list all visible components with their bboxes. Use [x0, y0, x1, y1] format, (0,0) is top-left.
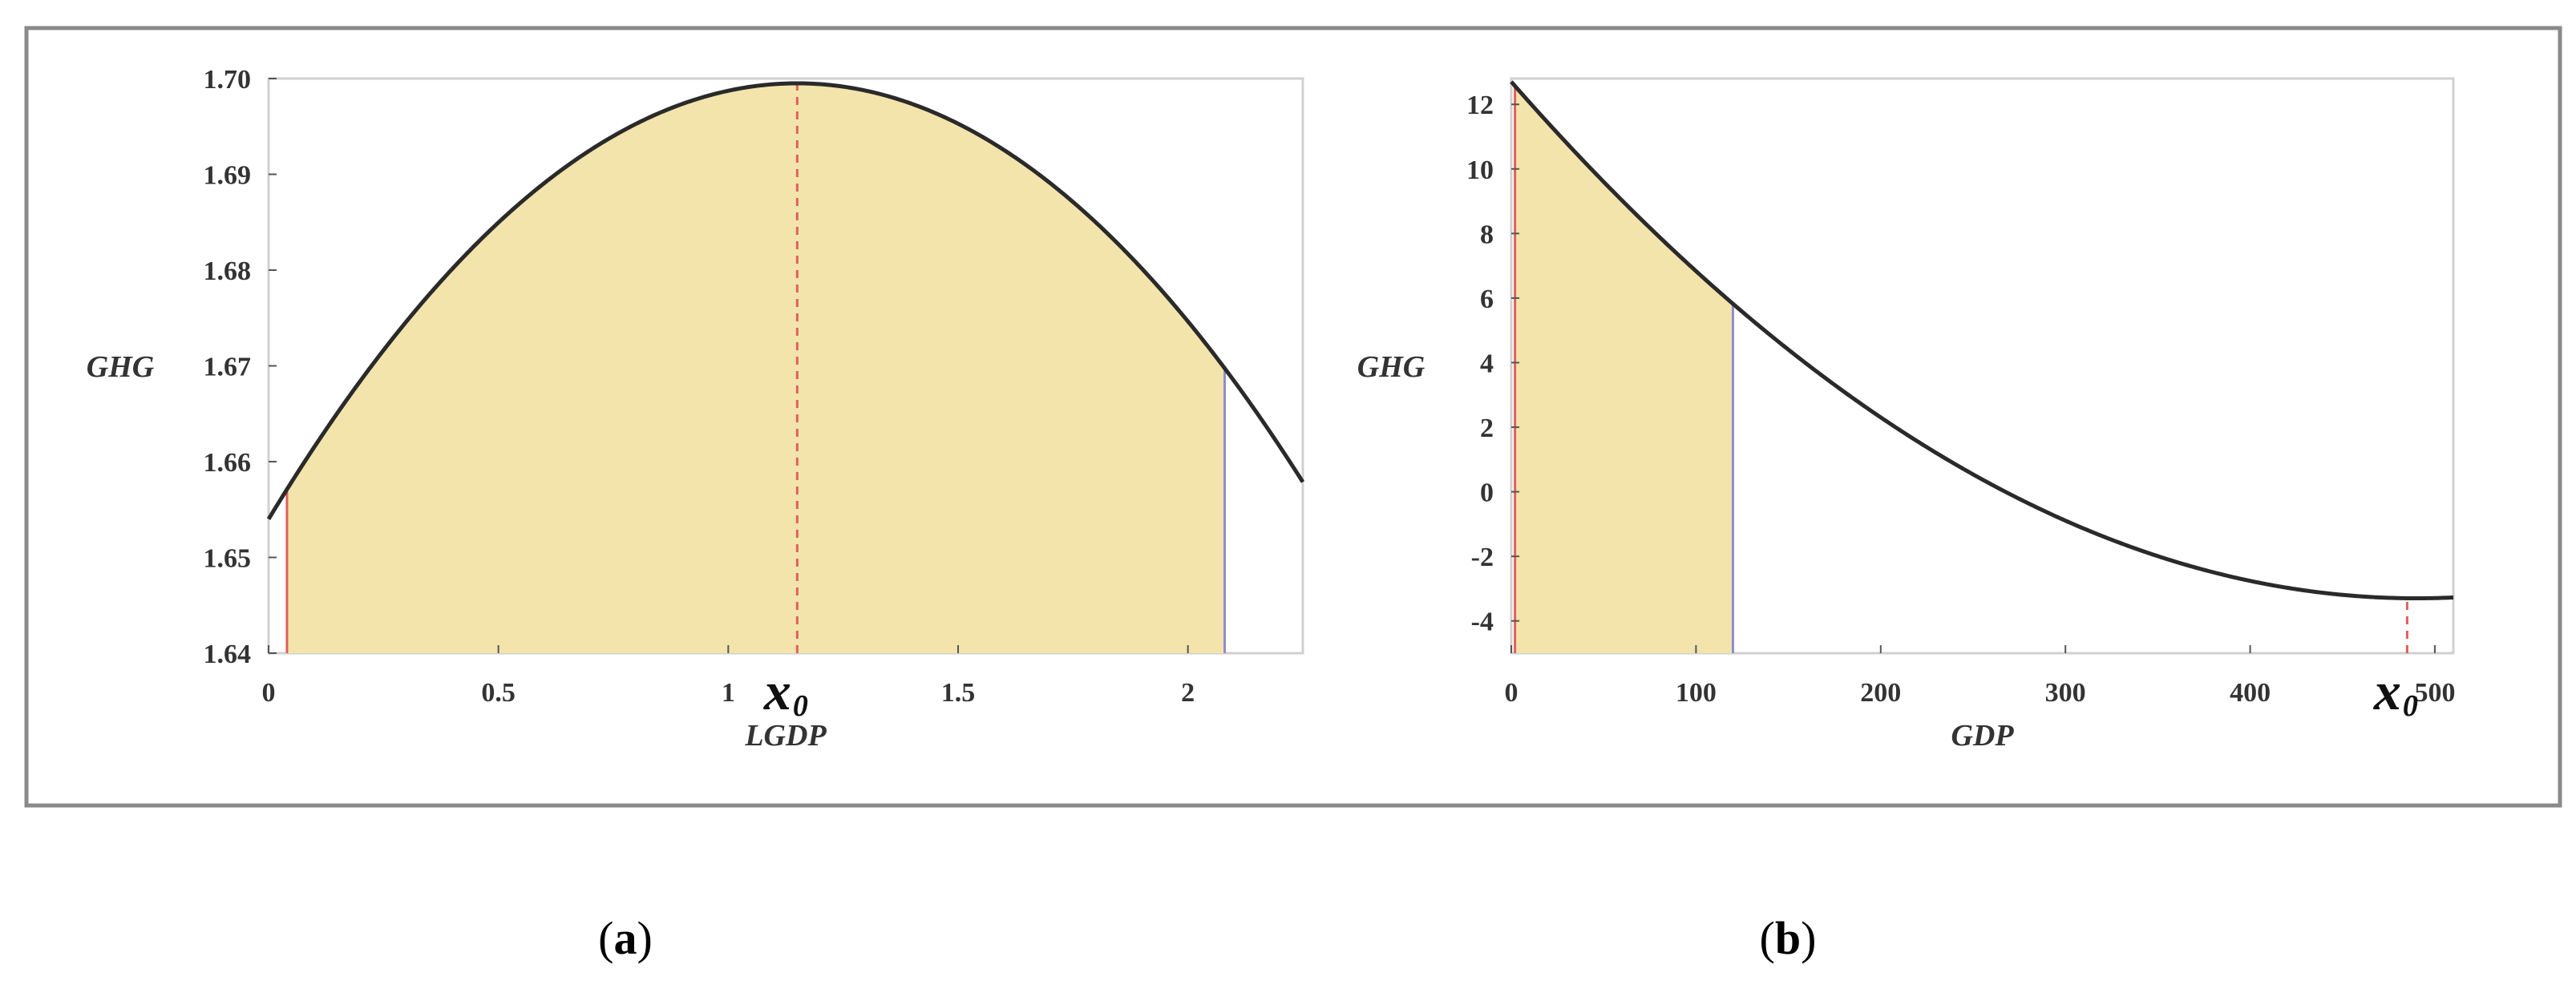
y-tick-label: -2	[1471, 543, 1494, 572]
x-tick-label: 1.5	[941, 678, 976, 708]
curve-line	[1510, 80, 2454, 601]
y-tick-label: 0	[1480, 478, 1494, 508]
y-tick-label: 1.70	[204, 65, 252, 95]
panel-a: 0 0.5 1 1.5 2 1.64 1.65 1.66 1.67 1.68 1.69 1.70 LGD…	[87, 65, 1305, 753]
x-tick-label: 0	[262, 678, 276, 708]
x-tick-label: 200	[1860, 678, 1901, 708]
x-tick-label: 1	[722, 678, 735, 708]
x-tick-label: 0.5	[481, 678, 516, 708]
y-tick-label: 1.65	[204, 544, 252, 574]
y-tick-label: 1.67	[204, 353, 252, 382]
y-tick-label: 1.69	[204, 161, 252, 191]
y-tick-label: -4	[1471, 608, 1494, 637]
y-tick-label: 6	[1480, 285, 1494, 314]
x0-marker-subscript: 0	[2403, 689, 2418, 723]
caption-b-letter: b	[1775, 912, 1801, 964]
y-tick-label: 12	[1466, 91, 1494, 120]
y-axis-label: GHG	[87, 350, 155, 384]
x-axis-label: GDP	[1951, 719, 2014, 753]
y-axis-label: GHG	[1357, 350, 1425, 384]
y-tick-label: 8	[1480, 220, 1494, 249]
shaded-area	[286, 83, 1225, 654]
x-tick-label: 0	[1505, 678, 1519, 708]
y-tick-label: 2	[1480, 414, 1494, 443]
x0-marker-label: x0	[763, 660, 808, 723]
curve-line	[266, 81, 1305, 520]
x-tick-label: 2	[1181, 678, 1195, 708]
x-tick-label: 500	[2414, 678, 2455, 708]
y-tick-label: 1.66	[204, 448, 252, 478]
y-tick-label: 4	[1480, 349, 1494, 378]
x-tick-label: 400	[2230, 678, 2271, 708]
caption-a: (a)	[598, 912, 653, 964]
x-tick-label: 300	[2045, 678, 2086, 708]
y-tick-label: 1.68	[204, 256, 252, 286]
x0-marker-letter: x	[2373, 660, 2401, 721]
shaded-area	[1514, 86, 1733, 653]
y-tick-label: 1.64	[204, 640, 252, 669]
caption-b: (b)	[1760, 912, 1817, 964]
x0-marker-subscript: 0	[793, 689, 808, 723]
x-tick-label: 100	[1676, 678, 1717, 708]
x0-marker-label: x0	[2373, 660, 2418, 723]
y-tick-label: 10	[1466, 155, 1494, 185]
caption-a-letter: a	[614, 912, 637, 964]
x0-marker-letter: x	[763, 660, 791, 721]
x-axis-label: LGDP	[744, 719, 827, 753]
